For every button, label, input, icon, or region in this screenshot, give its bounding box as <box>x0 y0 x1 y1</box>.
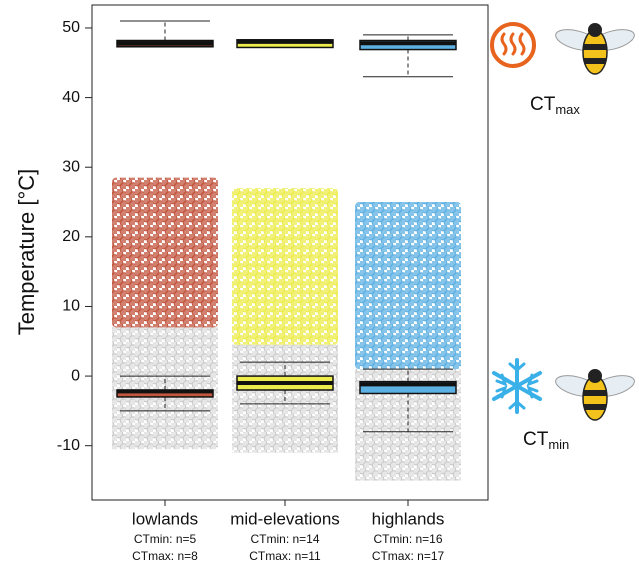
y-tick-label: 10 <box>62 298 80 315</box>
point-cloud <box>232 188 338 345</box>
snowflake-icon <box>494 360 540 412</box>
sample-size: CTmin: n=16 <box>373 532 442 546</box>
x-tick-label: mid-elevations <box>230 509 340 528</box>
sample-size: CTmin: n=14 <box>250 532 319 546</box>
sample-size: CTmax: n=8 <box>132 549 198 563</box>
chart: Temperature [°C] -10 0 10 20 30 40 50 lowlands C… <box>0 0 639 565</box>
group-label: CTmin <box>523 429 569 452</box>
point-cloud <box>112 178 218 328</box>
y-axis-label: Temperature [°C] <box>14 169 39 336</box>
x-tick-label: lowlands <box>132 509 198 528</box>
group-label-main: CT <box>523 429 549 450</box>
heat-icon <box>492 24 534 66</box>
y-tick-label: 30 <box>62 158 80 175</box>
group-label-sub: min <box>548 437 569 452</box>
y-tick-label: 40 <box>62 89 80 106</box>
group-label: CTmax <box>530 94 580 117</box>
bee-icon <box>553 369 636 420</box>
bee-icon <box>553 23 636 74</box>
point-cloud <box>355 202 461 369</box>
y-tick-label: 20 <box>62 228 80 245</box>
y-tick-label: 0 <box>71 367 80 384</box>
sample-size: CTmax: n=11 <box>249 549 321 563</box>
x-tick-label: highlands <box>372 509 445 528</box>
y-tick-label: 50 <box>62 19 80 36</box>
group-label-sub: max <box>555 102 580 117</box>
sample-size: CTmin: n=5 <box>134 532 197 546</box>
sample-size: CTmax: n=17 <box>372 549 445 563</box>
group-label-main: CT <box>530 94 556 115</box>
y-tick-label: -10 <box>57 437 80 454</box>
